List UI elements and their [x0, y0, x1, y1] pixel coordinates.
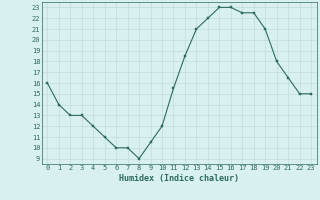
X-axis label: Humidex (Indice chaleur): Humidex (Indice chaleur)	[119, 174, 239, 183]
